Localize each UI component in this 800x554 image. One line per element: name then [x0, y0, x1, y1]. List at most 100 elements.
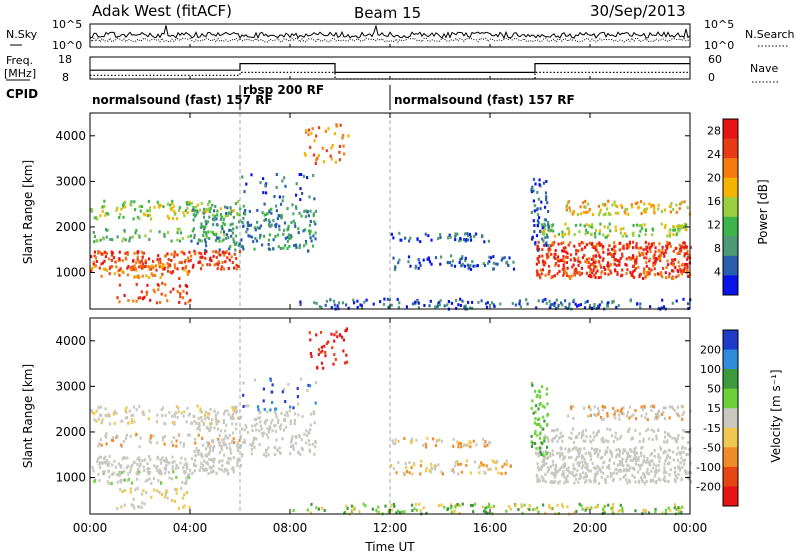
power-cell — [129, 236, 132, 240]
velocity-cell — [228, 442, 231, 446]
power-cell — [544, 243, 547, 246]
power-cell — [220, 224, 224, 228]
velocity-cell — [573, 511, 576, 515]
power-cell — [211, 213, 214, 217]
power-cell — [428, 260, 432, 264]
power-cell — [492, 303, 495, 307]
velocity-cell — [183, 463, 186, 467]
power-cell — [451, 259, 454, 263]
power-cell — [215, 255, 218, 259]
power-cell — [238, 242, 241, 246]
power-cell — [586, 299, 589, 303]
velocity-cell — [612, 502, 615, 506]
velocity-cell — [346, 507, 349, 510]
velocity-cell — [640, 414, 643, 418]
velocity-cell — [211, 449, 214, 453]
velocity-cell — [274, 407, 277, 411]
velocity-cell — [219, 429, 223, 433]
velocity-cell — [294, 435, 297, 438]
power-cell — [594, 235, 597, 239]
power-cell — [669, 228, 672, 232]
power-cell — [393, 268, 397, 271]
power-cell — [275, 209, 278, 213]
power-colorbar-tick: 28 — [707, 125, 721, 138]
power-cell — [590, 233, 593, 237]
velocity-cell — [198, 424, 201, 428]
velocity-cell — [500, 472, 503, 476]
velocity-cell — [480, 461, 483, 465]
power-cell — [156, 200, 159, 204]
power-cell — [266, 212, 269, 216]
velocity-cell — [147, 417, 150, 421]
power-cell — [192, 218, 195, 222]
power-cell — [147, 276, 150, 280]
velocity-cell — [120, 505, 123, 509]
velocity-cell — [210, 422, 213, 425]
power-cell — [687, 275, 690, 278]
velocity-cell — [678, 450, 681, 454]
power-y-label: Slant Range [km] — [21, 160, 35, 264]
velocity-cell — [242, 381, 245, 385]
velocity-colorbar-tick: 15 — [707, 402, 721, 415]
power-cell — [624, 207, 627, 211]
velocity-cell — [657, 455, 660, 459]
power-cell — [653, 206, 656, 210]
power-cell — [222, 221, 225, 225]
velocity-cell — [392, 502, 395, 506]
power-cell — [557, 232, 561, 236]
colorbar-swatch — [723, 158, 738, 179]
velocity-cell — [200, 462, 203, 465]
velocity-cell — [539, 425, 542, 429]
velocity-cell — [473, 460, 477, 464]
power-cell — [123, 294, 126, 297]
velocity-cell — [177, 410, 180, 414]
power-cell — [263, 219, 266, 222]
power-cell — [104, 255, 107, 259]
velocity-cell — [675, 440, 679, 444]
power-cell — [584, 232, 587, 236]
velocity-cell — [209, 446, 212, 450]
power-cell — [643, 268, 646, 272]
velocity-cell — [545, 451, 548, 455]
velocity-cell — [259, 420, 262, 424]
velocity-cell — [456, 440, 459, 444]
power-cell — [268, 233, 271, 237]
velocity-cell — [297, 402, 300, 406]
velocity-cell — [392, 441, 395, 445]
power-cell — [193, 233, 196, 237]
power-cell — [566, 255, 569, 259]
velocity-cell — [453, 464, 457, 468]
velocity-cell — [161, 492, 164, 496]
velocity-cell — [532, 411, 535, 415]
velocity-cell — [136, 468, 139, 472]
velocity-cell — [143, 469, 146, 472]
power-cell — [130, 267, 133, 271]
power-cell — [275, 173, 278, 176]
power-cell — [204, 219, 207, 223]
velocity-cell — [296, 395, 299, 399]
power-cell — [228, 258, 231, 262]
power-cell — [652, 255, 655, 259]
power-cell — [683, 200, 686, 204]
velocity-cell — [99, 455, 102, 459]
power-cell — [547, 225, 550, 229]
power-cell — [193, 214, 197, 218]
velocity-cell — [274, 412, 277, 416]
velocity-cell — [122, 439, 125, 443]
velocity-cell — [420, 459, 423, 463]
velocity-cell — [580, 456, 583, 460]
power-cell — [292, 212, 295, 216]
power-cell — [140, 266, 143, 270]
velocity-cell — [642, 460, 645, 464]
velocity-cell — [220, 448, 224, 452]
power-cell — [550, 276, 553, 280]
velocity-cell — [650, 452, 653, 455]
power-cell — [299, 187, 302, 191]
velocity-cell — [107, 464, 110, 467]
power-cell — [150, 272, 153, 276]
power-cell — [268, 220, 271, 224]
velocity-cell — [634, 417, 638, 421]
velocity-cell — [627, 429, 630, 433]
power-cell — [218, 239, 221, 243]
power-cell — [283, 221, 287, 225]
